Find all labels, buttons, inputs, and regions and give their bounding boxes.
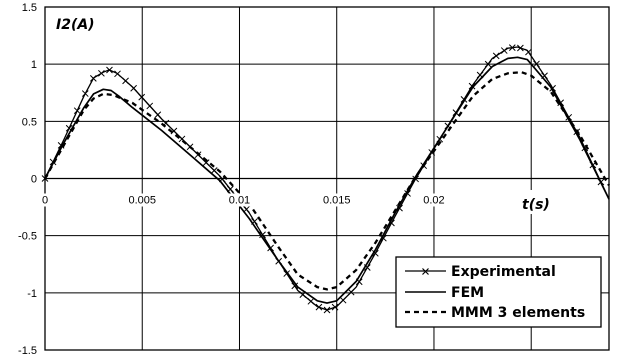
x-tick-label-background [31,193,59,207]
x-axis-title-background [515,190,553,214]
series-marker-0 [146,102,154,110]
series-marker-0 [331,303,339,311]
series-marker-0 [500,47,508,54]
series-marker-0 [138,93,146,101]
series-marker-0 [154,111,162,119]
series-marker-0 [508,44,516,51]
x-tick-label-background [225,193,254,207]
y-tick-label: -1 [27,288,37,300]
legend-label-fem: FEM [451,285,484,301]
x-tick-label: 0.015 [323,195,351,207]
series-marker-0 [170,127,178,135]
x-tick-label: 0 [42,195,48,207]
series-line-2 [43,71,610,291]
series-marker-0 [315,303,323,311]
y-tick-label: -1.5 [18,345,37,357]
x-tick-label-background [322,193,351,207]
series-group [41,44,610,314]
y-axis-title-background [50,10,102,34]
series-marker-0 [202,159,210,166]
series-marker-0 [525,48,532,56]
legend-label-experimental: Experimental [451,264,556,280]
series-marker-0 [468,82,476,90]
series-marker-0 [339,296,347,304]
y-tick-label: 0 [31,174,37,186]
y-tick-labels: -1.5 -1 -0.5 0 0.5 1 1.5 [18,2,37,357]
legend: Experimental FEM MMM 3 elements [395,256,602,328]
series-marker-0 [533,60,540,68]
series-marker-0 [81,90,89,97]
series-marker-0 [122,77,129,85]
series-marker-0 [210,167,218,174]
series-line-0 [44,46,610,311]
series-marker-0 [130,84,137,92]
series-marker-0 [347,288,355,296]
series-marker-0 [492,52,500,60]
y-tick-label: 1 [31,59,37,71]
series-marker-0 [73,107,81,115]
y-axis-title: I2(A) [56,17,95,33]
series-marker-0 [114,70,121,78]
x-tick-label: 0.01 [229,195,250,207]
series-marker-0 [517,44,524,52]
series-line-1 [44,56,610,304]
y-tick-label: 1.5 [22,2,37,14]
y-tick-label: -0.5 [18,231,37,243]
series-marker-0 [291,282,299,290]
series-marker-0 [259,231,266,239]
x-tick-label: 0.005 [128,195,156,207]
legend-label-mmm: MMM 3 elements [451,305,585,321]
x-tick-label: 0.02 [423,195,444,207]
x-tick-label-background [128,193,157,207]
series-marker-0 [323,306,331,314]
series-marker-0 [307,297,315,305]
series-marker-0 [98,69,105,77]
series-marker-0 [106,66,113,74]
x-tick-label-background [419,193,448,207]
series-marker-0 [371,249,379,257]
legend-marker-experimental [422,268,429,275]
x-axis-title: t(s) [522,197,550,213]
series-marker-0 [89,75,97,82]
series-marker-0 [484,60,492,68]
y-tick-label: 0.5 [22,116,37,128]
